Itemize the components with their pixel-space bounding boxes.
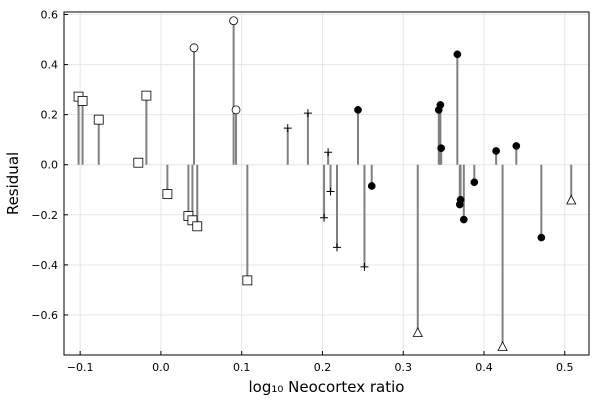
y-tick-label: 0.2 — [41, 109, 59, 122]
plus-marker — [320, 213, 329, 222]
plot-frame — [63, 11, 590, 356]
y-tick-label: −0.2 — [31, 209, 58, 222]
open-circle-marker — [229, 16, 239, 26]
square-marker — [133, 157, 144, 168]
x-tick-label: 0.3 — [394, 361, 412, 374]
y-tick-label: −0.4 — [31, 259, 58, 272]
filled-circle-marker — [367, 182, 376, 190]
filled-circle-marker — [436, 101, 445, 109]
square-marker — [242, 275, 253, 286]
y-tick-label: −0.6 — [31, 309, 58, 322]
x-tick-label: 0.2 — [314, 361, 332, 374]
plus-marker — [360, 262, 369, 271]
square-marker — [192, 221, 203, 232]
plus-marker — [283, 124, 292, 133]
square-marker — [77, 95, 88, 106]
square-marker — [141, 90, 152, 101]
square-marker — [162, 189, 173, 199]
y-tick-label: 0.0 — [41, 159, 59, 172]
y-tick-label: 0.6 — [41, 9, 59, 22]
filled-circle-marker — [453, 50, 462, 59]
square-marker — [93, 114, 104, 125]
filled-circle-marker — [470, 178, 479, 187]
triangle-marker — [412, 327, 423, 337]
filled-circle-marker — [459, 215, 468, 224]
plus-marker — [303, 109, 312, 118]
x-tick-label: 0.0 — [152, 361, 170, 374]
ticks: −0.1 0.0 0.1 0.2 0.3 0.4 0.5 −0.6 −0.4 −0.2 0.0 0.2… — [31, 9, 573, 374]
triangle-marker — [497, 341, 508, 351]
triangle-marker — [566, 194, 577, 205]
y-tick-label: 0.4 — [41, 59, 59, 72]
filled-circle-marker — [492, 147, 500, 155]
filled-circle-marker — [512, 142, 521, 150]
filled-circle-marker — [354, 106, 362, 114]
plus-marker — [333, 243, 341, 252]
plus-marker — [326, 187, 335, 196]
x-tick-label: 0.4 — [475, 361, 493, 374]
x-axis-label: log₁₀ Neocortex ratio — [249, 378, 405, 396]
y-axis-label: Residual — [4, 152, 22, 215]
x-tick-label: −0.1 — [67, 361, 94, 374]
grid — [64, 12, 589, 355]
filled-circle-marker — [456, 195, 465, 204]
filled-circle-marker — [437, 144, 446, 153]
markers — [73, 16, 577, 351]
x-tick-label: 0.5 — [556, 361, 574, 374]
plus-marker — [324, 148, 333, 157]
filled-circle-marker — [537, 233, 546, 242]
open-circle-marker — [231, 105, 241, 115]
open-circle-marker — [189, 43, 199, 53]
x-tick-label: 0.1 — [233, 361, 251, 374]
